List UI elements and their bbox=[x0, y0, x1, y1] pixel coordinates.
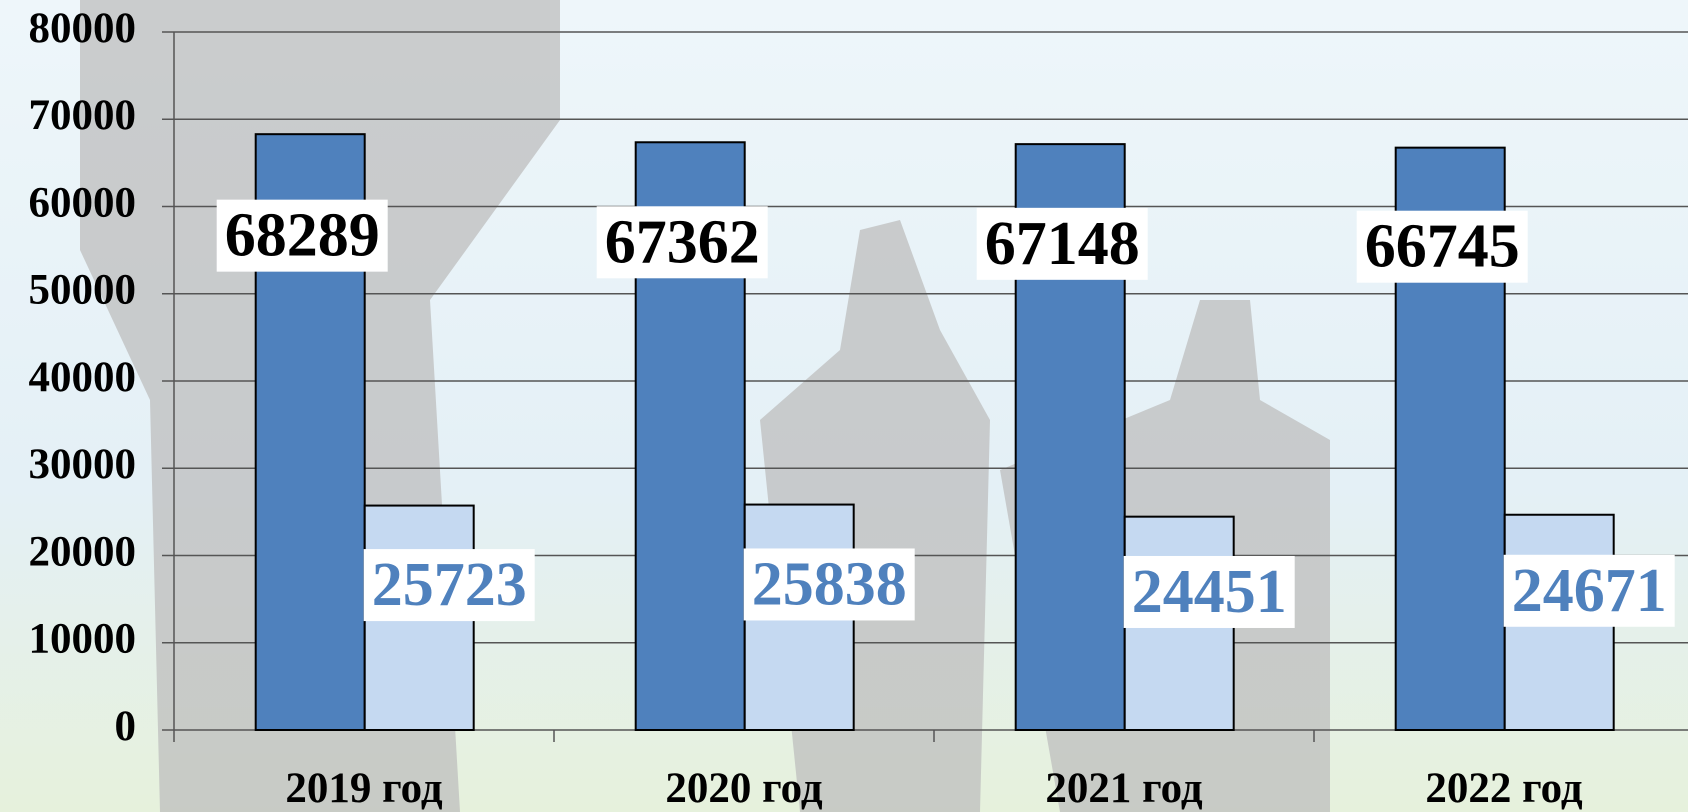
x-tick-label: 2022 год bbox=[1425, 765, 1582, 812]
x-tick-label: 2021 год bbox=[1045, 765, 1202, 812]
data-label-box bbox=[1123, 555, 1295, 628]
y-tick-label: 20000 bbox=[29, 528, 137, 575]
data-label: 24451 bbox=[1132, 558, 1287, 626]
data-label-box bbox=[1503, 554, 1675, 627]
data-label-box bbox=[363, 549, 535, 622]
y-tick-label: 80000 bbox=[29, 5, 137, 52]
x-tick-label: 2020 год bbox=[665, 765, 822, 812]
y-tick-label: 50000 bbox=[29, 267, 137, 314]
data-label: 66745 bbox=[1365, 213, 1520, 281]
data-label: 67148 bbox=[985, 210, 1140, 278]
y-tick-label: 0 bbox=[115, 703, 137, 750]
data-label-box bbox=[216, 199, 388, 272]
data-label: 67362 bbox=[605, 208, 760, 276]
data-label-box bbox=[976, 207, 1148, 280]
data-label-box bbox=[1356, 210, 1528, 283]
data-label: 68289 bbox=[225, 202, 380, 270]
data-label-box bbox=[596, 206, 768, 279]
y-tick-label: 30000 bbox=[29, 441, 137, 488]
data-label-box bbox=[743, 548, 915, 621]
y-tick-label: 10000 bbox=[29, 616, 137, 663]
y-tick-label: 40000 bbox=[29, 354, 137, 401]
y-tick-label: 70000 bbox=[29, 92, 137, 139]
data-label: 24671 bbox=[1512, 557, 1667, 625]
x-tick-label: 2019 год bbox=[285, 765, 442, 812]
y-tick-label: 60000 bbox=[29, 179, 137, 226]
data-label: 25838 bbox=[752, 550, 907, 618]
data-label: 25723 bbox=[372, 551, 527, 619]
